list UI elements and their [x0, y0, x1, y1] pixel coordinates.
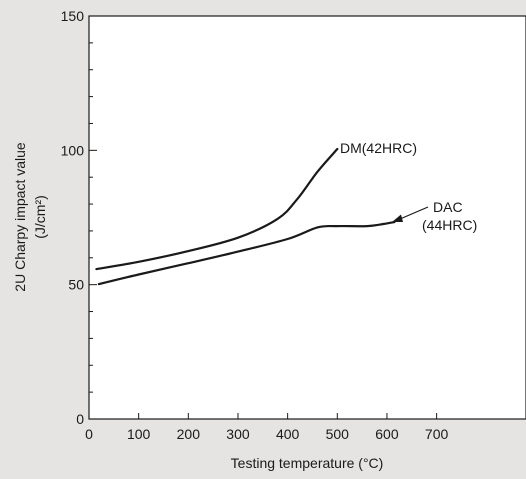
y-axis-title-line2: (J/cm²) — [32, 195, 48, 239]
x-tick-label: 300 — [226, 426, 250, 442]
y-tick-label: 100 — [61, 142, 85, 158]
y-tick-label: 50 — [68, 277, 84, 293]
x-tick-label: 500 — [326, 426, 350, 442]
dac-pointer-arrow-line — [399, 206, 429, 220]
series-layer — [95, 147, 396, 286]
dac-series-label-line2: (44HRC) — [422, 217, 477, 233]
x-tick-label: 200 — [177, 426, 201, 442]
dac-44hrc-curve — [97, 221, 396, 286]
dm-series-label: DM(42HRC) — [340, 140, 417, 156]
x-tick-label: 600 — [375, 426, 399, 442]
dac-pointer-arrow-head — [392, 214, 403, 222]
y-axis-title-line1: 2U Charpy impact value — [12, 142, 28, 292]
annotation-layer: DM(42HRC) DAC (44HRC) — [340, 140, 477, 233]
x-tick-label: 0 — [85, 426, 93, 442]
y-tick-label: 0 — [76, 411, 84, 427]
x-tick-label: 100 — [127, 426, 151, 442]
dac-series-label-line1: DAC — [433, 199, 463, 215]
plot-frame — [88, 15, 526, 420]
x-tick-label: 700 — [425, 426, 449, 442]
ticks-layer: 0 50 100 150 0 100 200 300 400 500 600 700 — [61, 8, 449, 442]
x-axis-title: Testing temperature (°C) — [231, 455, 384, 471]
y-tick-label: 150 — [61, 8, 85, 24]
dm-42hrc-curve — [95, 147, 339, 271]
x-tick-label: 400 — [276, 426, 300, 442]
